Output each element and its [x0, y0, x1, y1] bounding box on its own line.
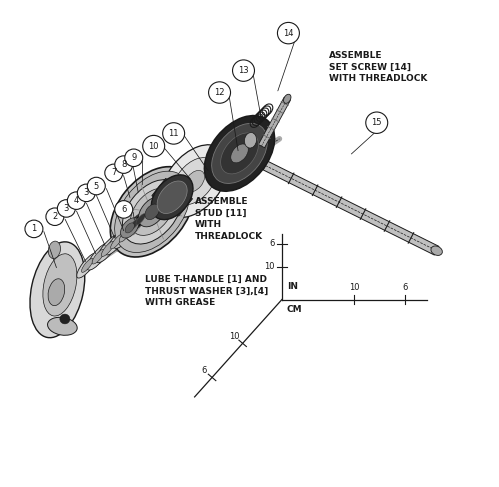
Ellipse shape	[161, 145, 228, 218]
Ellipse shape	[87, 243, 110, 270]
Text: 6: 6	[402, 283, 408, 292]
Text: 8: 8	[121, 160, 126, 169]
Circle shape	[25, 220, 43, 238]
Ellipse shape	[111, 234, 123, 249]
Text: 13: 13	[238, 66, 249, 75]
Ellipse shape	[101, 241, 114, 257]
Polygon shape	[258, 97, 290, 148]
Circle shape	[60, 314, 70, 324]
Text: 6: 6	[121, 205, 126, 214]
Circle shape	[163, 123, 185, 144]
Ellipse shape	[131, 208, 150, 230]
Text: 4: 4	[74, 196, 79, 205]
Text: 14: 14	[283, 29, 294, 37]
Text: 5: 5	[94, 182, 99, 190]
Ellipse shape	[43, 254, 77, 316]
Text: 10: 10	[349, 283, 360, 292]
Ellipse shape	[221, 133, 258, 174]
Polygon shape	[263, 161, 439, 255]
Circle shape	[277, 22, 299, 44]
Ellipse shape	[245, 132, 256, 148]
Text: 10: 10	[229, 332, 240, 341]
Polygon shape	[152, 178, 193, 216]
Circle shape	[143, 135, 165, 157]
Circle shape	[77, 184, 95, 202]
Ellipse shape	[130, 219, 139, 229]
Ellipse shape	[92, 249, 104, 264]
Ellipse shape	[121, 218, 139, 238]
Text: 3: 3	[84, 188, 89, 197]
Circle shape	[57, 200, 75, 217]
Ellipse shape	[173, 158, 217, 205]
Ellipse shape	[145, 204, 160, 220]
Text: 10: 10	[264, 262, 274, 271]
Ellipse shape	[81, 259, 93, 272]
Text: 3: 3	[64, 204, 69, 213]
Text: ASSEMBLE
SET SCREW [14]
WITH THREADLOCK: ASSEMBLE SET SCREW [14] WITH THREADLOCK	[329, 51, 428, 83]
Ellipse shape	[47, 318, 77, 335]
Circle shape	[209, 82, 231, 103]
Text: 1: 1	[31, 225, 36, 233]
Text: 11: 11	[168, 129, 179, 138]
Ellipse shape	[30, 242, 85, 337]
Ellipse shape	[77, 253, 98, 278]
Text: IN: IN	[287, 282, 298, 291]
Circle shape	[366, 112, 388, 133]
Ellipse shape	[151, 175, 193, 220]
Ellipse shape	[283, 94, 291, 103]
Ellipse shape	[110, 167, 194, 257]
Ellipse shape	[48, 241, 60, 259]
Circle shape	[115, 156, 133, 173]
Circle shape	[125, 149, 143, 167]
Text: 7: 7	[111, 169, 116, 177]
Circle shape	[115, 201, 133, 218]
Ellipse shape	[231, 144, 248, 163]
Circle shape	[67, 192, 85, 209]
Text: 2: 2	[52, 212, 57, 221]
Ellipse shape	[138, 197, 166, 227]
Circle shape	[105, 164, 123, 182]
Ellipse shape	[122, 180, 182, 244]
Circle shape	[87, 177, 105, 195]
Ellipse shape	[115, 171, 190, 252]
Text: 12: 12	[214, 88, 225, 97]
Text: 15: 15	[371, 118, 382, 127]
Ellipse shape	[96, 235, 119, 262]
Ellipse shape	[130, 188, 174, 235]
Circle shape	[46, 208, 64, 225]
Text: 6: 6	[269, 239, 274, 248]
Circle shape	[233, 60, 254, 81]
Text: ASSEMBLE
STUD [11]
WITH
THREADLOCK: ASSEMBLE STUD [11] WITH THREADLOCK	[195, 197, 263, 241]
Ellipse shape	[136, 214, 145, 225]
Text: LUBE T-HANDLE [1] AND
THRUST WASHER [3],[4]
WITH GREASE: LUBE T-HANDLE [1] AND THRUST WASHER [3],…	[145, 275, 268, 307]
Ellipse shape	[205, 115, 274, 191]
Ellipse shape	[125, 213, 144, 235]
Ellipse shape	[106, 228, 128, 255]
Text: 9: 9	[131, 153, 136, 162]
Ellipse shape	[185, 170, 205, 192]
Ellipse shape	[212, 123, 267, 184]
Ellipse shape	[119, 226, 132, 242]
Text: 6: 6	[201, 366, 207, 375]
Text: 10: 10	[148, 142, 159, 150]
Ellipse shape	[114, 220, 138, 248]
Text: CM: CM	[287, 305, 302, 314]
Ellipse shape	[125, 223, 134, 233]
Ellipse shape	[48, 279, 65, 306]
Ellipse shape	[157, 181, 187, 213]
Ellipse shape	[431, 246, 442, 255]
